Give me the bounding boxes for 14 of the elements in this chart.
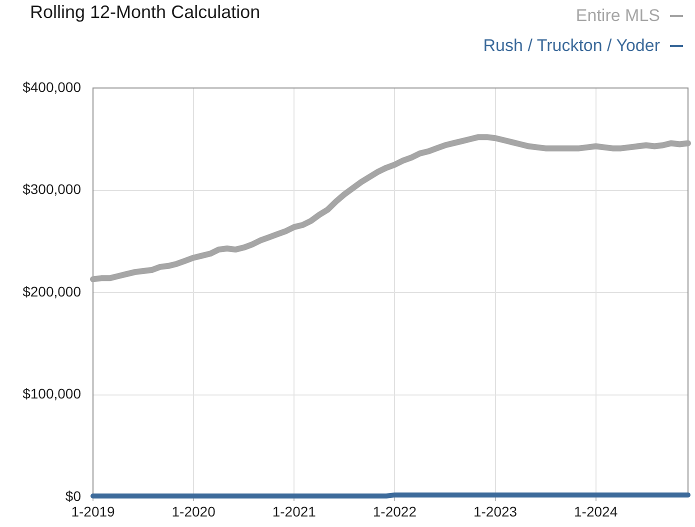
y-tick-label: $400,000 <box>22 78 82 95</box>
x-tick-label: 1-2020 <box>172 503 216 520</box>
legend-label: Rush / Truckton / Yoder <box>483 36 660 56</box>
y-tick-label: $100,000 <box>22 386 82 402</box>
chart-title: Rolling 12-Month Calculation <box>30 2 260 23</box>
y-tick-label: $200,000 <box>22 283 82 300</box>
x-tick-label: 1-2024 <box>574 503 618 520</box>
x-tick-label: 1-2021 <box>272 503 316 520</box>
x-tick-label: 1-2019 <box>71 503 116 520</box>
x-tick-label: 1-2023 <box>473 503 518 520</box>
y-tick-label: $300,000 <box>22 181 82 198</box>
x-tick-label: 1-2022 <box>372 503 417 520</box>
legend-label: Entire MLS <box>576 6 660 26</box>
y-tick-label: $0 <box>65 488 82 504</box>
